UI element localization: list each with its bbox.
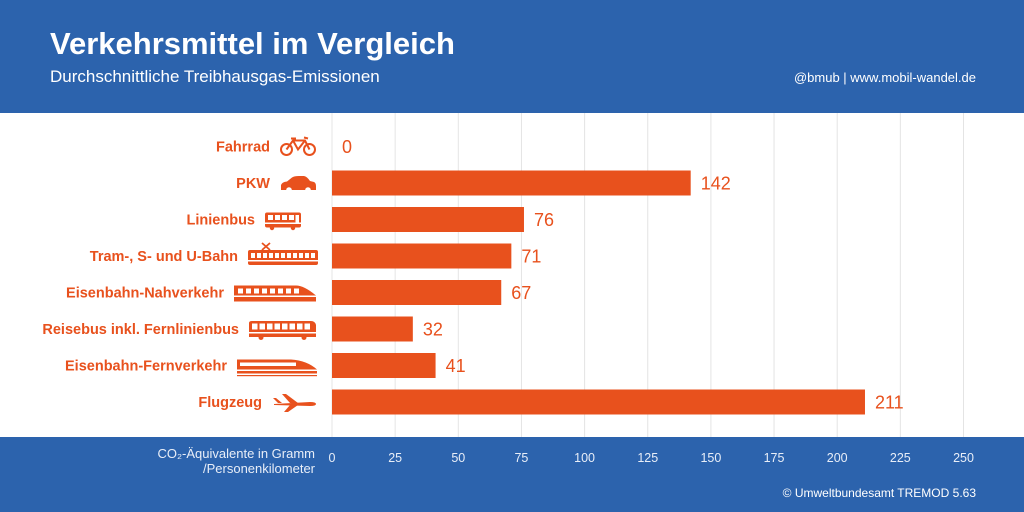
x-axis-label-line1: CO₂-Äquivalente in Gramm <box>157 446 316 461</box>
bar <box>332 316 413 342</box>
x-axis-label: CO₂-Äquivalente in Gramm /Personenkilome… <box>55 446 316 476</box>
category-label: Flugzeug <box>198 395 262 411</box>
x-tick-label: 75 <box>514 451 528 465</box>
x-tick-label: 200 <box>827 451 848 465</box>
bar <box>332 389 865 415</box>
category-label: Fahrrad <box>216 140 270 156</box>
coach-icon <box>249 321 316 340</box>
category-label: Reisebus inkl. Fernlinienbus <box>42 322 239 338</box>
data-label: 76 <box>534 210 554 230</box>
bar <box>332 170 691 196</box>
x-tick-label: 150 <box>700 451 721 465</box>
bar <box>332 243 512 269</box>
x-tick-label: 175 <box>764 451 785 465</box>
bar <box>332 353 436 378</box>
data-label: 211 <box>875 393 904 413</box>
data-label: 32 <box>423 320 443 340</box>
tram-icon <box>248 242 318 265</box>
x-tick-label: 225 <box>890 451 911 465</box>
regional-train-icon <box>234 285 316 302</box>
bar <box>332 280 502 305</box>
data-label: 0 <box>342 137 352 157</box>
data-label: 71 <box>521 247 541 267</box>
x-tick-label: 125 <box>637 451 658 465</box>
high-speed-train-icon <box>237 359 317 377</box>
category-label: PKW <box>236 176 270 192</box>
category-label: Linienbus <box>187 213 255 229</box>
data-label: 67 <box>511 283 531 303</box>
x-tick-label: 50 <box>451 451 465 465</box>
data-label: 142 <box>701 174 731 194</box>
chart-subtitle: Durchschnittliche Treibhausgas-Emissione… <box>50 67 380 86</box>
copyright-notice: © Umweltbundesamt TREMOD 5.63 <box>782 486 976 500</box>
x-tick-label: 250 <box>953 451 974 465</box>
footer-band <box>0 437 1024 512</box>
car-icon <box>281 176 316 193</box>
x-tick-label: 25 <box>388 451 402 465</box>
source-credit: @bmub | www.mobil-wandel.de <box>793 70 976 85</box>
airplane-icon <box>273 394 316 412</box>
x-axis-label-line2: /Personenkilometer <box>203 461 315 476</box>
category-label: Eisenbahn-Nahverkehr <box>66 286 224 302</box>
bicycle-icon <box>280 136 316 156</box>
category-label: Eisenbahn-Fernverkehr <box>65 359 227 375</box>
bar <box>332 207 524 232</box>
x-tick-label: 100 <box>574 451 595 465</box>
data-label: 41 <box>446 356 466 376</box>
header-band <box>0 0 1024 113</box>
x-tick-label: 0 <box>329 451 336 465</box>
chart-title: Verkehrsmittel im Vergleich <box>50 26 455 61</box>
bus-icon <box>265 212 301 231</box>
category-label: Tram-, S- und U-Bahn <box>90 249 238 265</box>
